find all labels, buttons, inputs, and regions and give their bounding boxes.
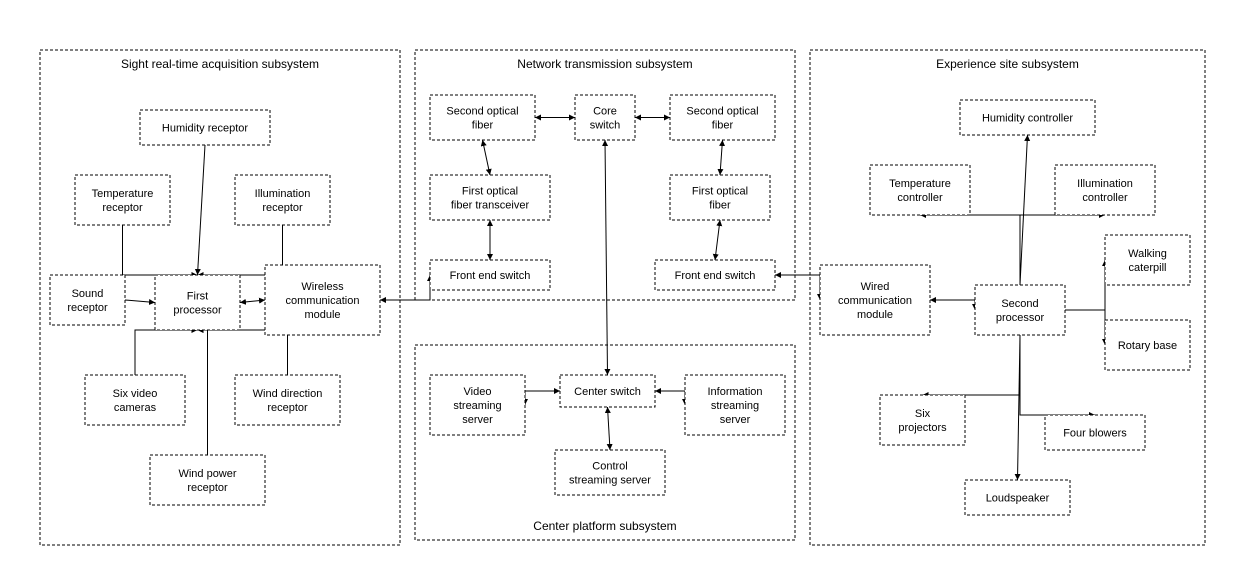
edge-core_sw-cen_sw: [605, 140, 608, 375]
svg-text:Center switch: Center switch: [574, 386, 641, 398]
node-core_sw: Coreswitch: [575, 95, 635, 140]
edge-sec_cpu-six_proj: [923, 335, 1021, 395]
edge-sec_cpu-four_blw: [1020, 335, 1095, 415]
svg-text:Humidity controller: Humidity controller: [982, 112, 1073, 124]
node-wcomm: Wirelesscommunicationmodule: [265, 265, 380, 335]
node-fof_l: First opticalfiber transceiver: [430, 175, 550, 220]
node-four_blw: Four blowers: [1045, 415, 1145, 450]
edge-first_cpu-wcomm: [240, 300, 265, 303]
panel-title-p2: Network transmission subsystem: [517, 57, 692, 71]
svg-text:Rotary base: Rotary base: [1118, 340, 1177, 352]
svg-text:Front end switch: Front end switch: [450, 270, 531, 282]
node-ill_ctl: Illuminationcontroller: [1055, 165, 1155, 215]
node-temp_ctl: Temperaturecontroller: [870, 165, 970, 215]
node-info_srv: Informationstreamingserver: [685, 375, 785, 435]
diagram-canvas: Sight real-time acquisition subsystem Net…: [0, 0, 1240, 580]
node-temp_rec: Temperaturereceptor: [75, 175, 170, 225]
node-fes_r: Front end switch: [655, 260, 775, 290]
node-hum_rec: Humidity receptor: [140, 110, 270, 145]
svg-text:Four blowers: Four blowers: [1063, 427, 1127, 439]
panel-title-p4: Experience site subsystem: [936, 57, 1079, 71]
edge-snd_rec-first_cpu: [125, 300, 155, 303]
svg-text:Loudspeaker: Loudspeaker: [986, 492, 1050, 504]
edge-wpow-first_cpu: [198, 330, 208, 455]
edge-fof_r-fes_r: [715, 220, 720, 260]
edge-fes_r-wired: [775, 275, 820, 300]
svg-text:Humidity receptor: Humidity receptor: [162, 122, 249, 134]
node-snd_rec: Soundreceptor: [50, 275, 125, 325]
edge-cen_sw-ctrl_srv: [608, 407, 611, 450]
svg-text:Front end switch: Front end switch: [675, 270, 756, 282]
panel-title-p3: Center platform subsystem: [533, 519, 676, 533]
edge-sec_cpu-hum_ctl: [1020, 135, 1028, 285]
node-cen_sw: Center switch: [560, 375, 655, 407]
node-walk_cat: Walkingcaterpill: [1105, 235, 1190, 285]
edge-cen_sw-vid_srv: [525, 391, 560, 405]
edge-fof_l-sof_l: [483, 140, 491, 175]
edge-cen_sw-info_srv: [655, 391, 685, 405]
edge-sof_r-fof_r: [720, 140, 723, 175]
edge-sec_cpu-temp_ctl: [920, 215, 1020, 285]
node-wdir: Wind directionreceptor: [235, 375, 340, 425]
edge-sec_cpu-rot_base: [1065, 310, 1105, 345]
node-six_proj: Sixprojectors: [880, 395, 965, 445]
edge-six_cam-first_cpu: [135, 330, 198, 375]
node-hum_ctl: Humidity controller: [960, 100, 1095, 135]
node-rot_base: Rotary base: [1105, 320, 1190, 370]
edge-hum_rec-first_cpu: [198, 145, 206, 275]
node-wpow: Wind powerreceptor: [150, 455, 265, 505]
node-sof_r: Second opticalfiber: [670, 95, 775, 140]
edge-wcomm-fes_l: [380, 275, 430, 300]
node-fes_l: Front end switch: [430, 260, 550, 290]
edge-temp_rec-first_cpu: [123, 225, 198, 275]
node-ctrl_srv: Controlstreaming server: [555, 450, 665, 495]
node-wired: Wiredcommunicationmodule: [820, 265, 930, 335]
node-sof_l: Second opticalfiber: [430, 95, 535, 140]
node-six_cam: Six videocameras: [85, 375, 185, 425]
panel-p3: [415, 345, 795, 540]
edge-sec_cpu-walk_cat: [1065, 260, 1105, 310]
node-first_cpu: Firstprocessor: [155, 275, 240, 330]
node-vid_srv: Videostreamingserver: [430, 375, 525, 435]
node-sec_cpu: Secondprocessor: [975, 285, 1065, 335]
panel-title-p1: Sight real-time acquisition subsystem: [121, 57, 319, 71]
edge-wdir-first_cpu: [198, 330, 288, 375]
node-loudsp: Loudspeaker: [965, 480, 1070, 515]
node-fof_r: First opticalfiber: [670, 175, 770, 220]
edge-sec_cpu-ill_ctl: [1020, 215, 1105, 285]
edge-wired-sec_cpu: [930, 300, 975, 310]
node-ill_rec: Illuminationreceptor: [235, 175, 330, 225]
